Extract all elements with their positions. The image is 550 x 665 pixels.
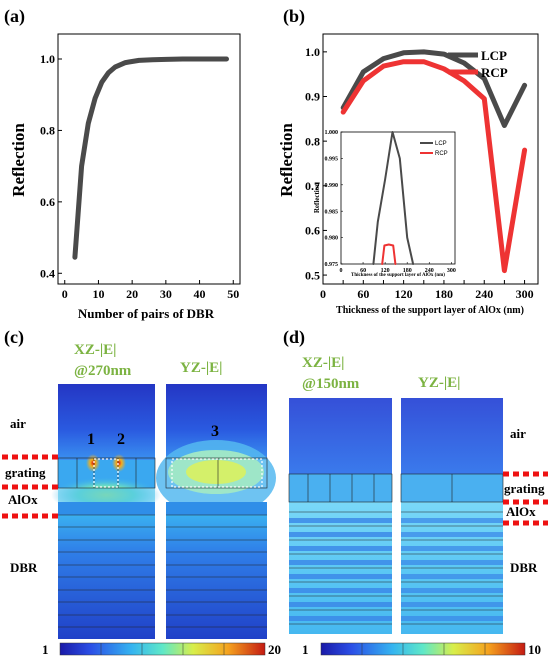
y-tick-label: 0.8 <box>305 134 320 148</box>
y-tick-label: 0.7 <box>305 179 320 193</box>
series-line-rcp <box>381 243 397 265</box>
series-line-rcp <box>340 59 528 274</box>
inset-x-axis-label: Thickness of the support layer of AlOx (… <box>351 273 445 278</box>
c-colorbar <box>59 642 266 656</box>
c-label-alox: AlOx <box>8 492 38 507</box>
x-tick-label: 120 <box>381 268 390 274</box>
panel-label-c: (c) <box>4 327 24 348</box>
series-line-0 <box>72 56 229 260</box>
d-colorbar-max: 10 <box>528 642 541 657</box>
c-label-air: air <box>10 416 26 431</box>
x-axis-label: Number of pairs of DBR <box>78 306 215 321</box>
x-tick-label: 120 <box>395 287 413 301</box>
d-colorbar-ticks <box>361 643 486 655</box>
y-tick-label: 0.990 <box>325 183 339 189</box>
x-tick-label: 10 <box>92 287 104 301</box>
panel-label-d: (d) <box>283 327 305 348</box>
y-axis-label: Reflection <box>9 123 28 197</box>
y-tick-label: 0.8 <box>40 124 55 138</box>
c-label-grating: grating <box>5 465 46 480</box>
plot-frame <box>322 33 539 285</box>
y-tick-label: 1.000 <box>325 130 339 136</box>
y-tick-label: 0.9 <box>305 90 320 104</box>
y-tick-label: 0.980 <box>325 236 339 242</box>
series-line-lcp <box>340 49 528 128</box>
y-tick-label: 1.0 <box>305 45 320 59</box>
y-tick-label: 0.5 <box>305 268 320 282</box>
c-colorbar-ticks <box>100 643 225 655</box>
x-tick-label: 20 <box>126 287 138 301</box>
d-grating-boundary-lines <box>503 471 548 526</box>
d-colorbar-min: 1 <box>302 642 309 657</box>
c-xz-field-map <box>51 384 161 639</box>
panel-label-a: (a) <box>4 6 25 27</box>
legend-rcp-label: RCP <box>481 65 508 80</box>
reflection-vs-alox-thickness-chart: 0 60 120 180 240 300 0.5 0.6 0.7 0.8 0.9 1.0 <box>305 33 539 301</box>
y-tick-label: 0.995 <box>325 157 339 163</box>
x-tick-label: 300 <box>516 287 534 301</box>
c-colorbar-min: 1 <box>42 642 49 657</box>
x-tick-label: 240 <box>425 268 434 274</box>
panel-label-b: (b) <box>283 6 305 27</box>
c-hotspot-3: 3 <box>211 423 219 440</box>
legend-lcp-label: LCP <box>481 48 507 63</box>
c-yz-title: YZ-|E| <box>180 360 222 376</box>
plot-frame <box>57 33 241 285</box>
d-xz-field-map <box>288 398 393 634</box>
y-tick-label: 0.4 <box>40 266 55 280</box>
x-tick-label: 180 <box>403 268 412 274</box>
x-tick-label: 0 <box>62 287 68 301</box>
y-tick-label: 0.985 <box>325 209 339 215</box>
c-xz-wavelength: @270nm <box>74 363 132 379</box>
x-tick-label: 180 <box>435 287 453 301</box>
x-tick-label: 40 <box>194 287 206 301</box>
inset-chart: 0 60 120 180 240 300 0.975 0.980 0.985 0.990 0.995… <box>325 130 456 274</box>
x-tick-label: 30 <box>160 287 172 301</box>
c-colorbar-max: 20 <box>268 642 281 657</box>
d-yz-title: YZ-|E| <box>418 375 460 391</box>
inset-legend-rcp-label: RCP <box>435 151 448 157</box>
d-label-grating: grating <box>504 481 545 496</box>
d-xz-title: XZ-|E| <box>302 355 344 371</box>
inset-legend-lcp-label: LCP <box>435 141 447 147</box>
x-tick-label: 240 <box>475 287 493 301</box>
y-tick-label: 0.6 <box>305 224 320 238</box>
c-yz-field-map <box>156 384 276 639</box>
y-tick-label: 0.975 <box>325 262 339 268</box>
y-axis-label: Reflection <box>277 123 296 197</box>
d-label-alox: AlOx <box>506 504 536 519</box>
c-hotspot-1: 1 <box>87 431 95 448</box>
d-colorbar <box>320 642 526 656</box>
y-tick-label: 0.6 <box>40 195 55 209</box>
x-tick-label: 0 <box>320 287 326 301</box>
c-hotspot-2: 2 <box>117 431 125 448</box>
reflection-vs-dbr-pairs-chart: 0 10 20 30 40 50 0.4 0.6 0.8 1.0 <box>40 33 241 301</box>
d-label-air: air <box>510 426 526 441</box>
x-tick-label: 0 <box>340 268 343 274</box>
x-tick-label: 60 <box>357 287 369 301</box>
d-yz-field-map <box>400 398 504 634</box>
x-tick-label: 50 <box>227 287 239 301</box>
series-line-lcp <box>372 131 415 265</box>
c-label-dbr: DBR <box>10 560 38 575</box>
x-tick-label: 60 <box>360 268 366 274</box>
d-label-dbr: DBR <box>510 560 538 575</box>
x-tick-label: 300 <box>447 268 456 274</box>
x-axis-label: Thickness of the support layer of AlOx (… <box>336 305 524 316</box>
y-tick-label: 1.0 <box>40 52 55 66</box>
d-xz-wavelength: @150nm <box>302 376 360 392</box>
c-xz-title: XZ-|E| <box>74 342 116 358</box>
inset-y-axis-label: Reflection <box>313 183 321 213</box>
